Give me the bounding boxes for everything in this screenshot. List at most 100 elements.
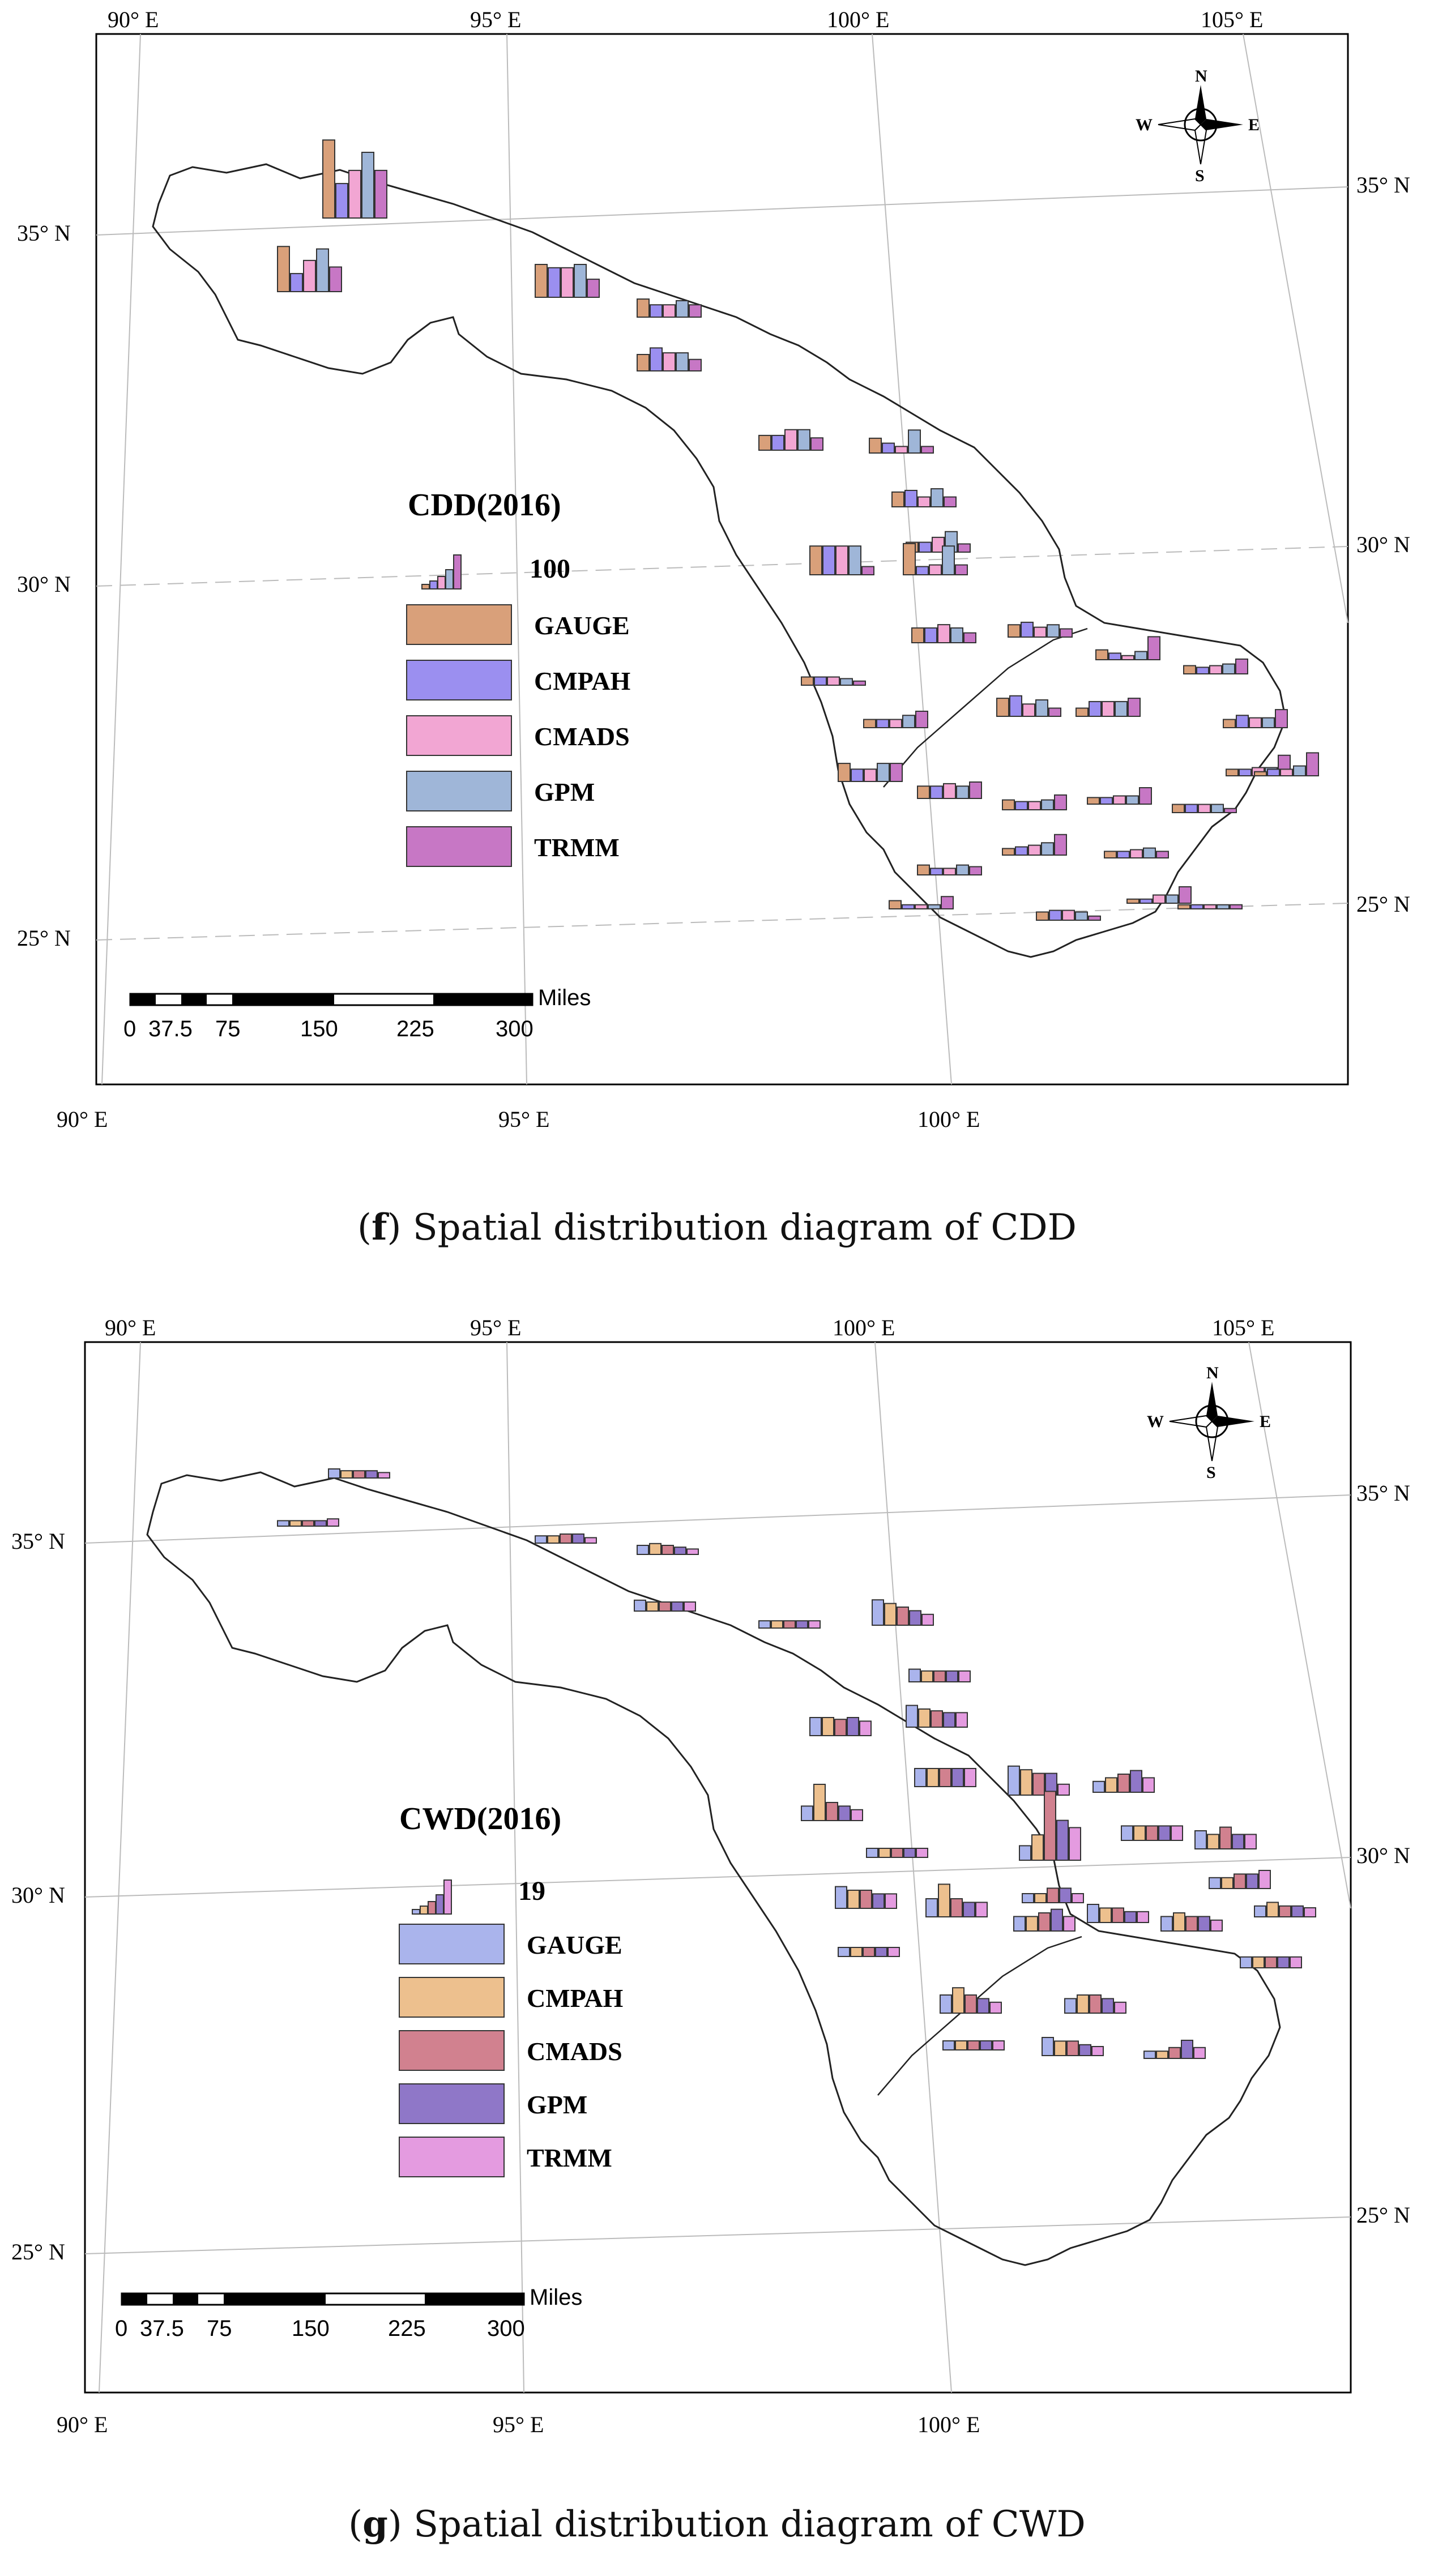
legend-label-gpm: GPM <box>527 2090 587 2119</box>
legend-items: GAUGE CMPAH CMADS GPM TRMM <box>399 1924 624 2177</box>
compass-rose: N S E W <box>1147 1364 1271 1482</box>
cdd-bar-cmads <box>784 429 797 451</box>
station-bars <box>277 139 1319 921</box>
cwd-bar-gpm <box>946 1670 958 1682</box>
cwd-bar-gpm <box>872 1893 885 1909</box>
cwd-bar-gpm <box>1124 1911 1137 1924</box>
cdd-bar-gauge <box>637 298 650 318</box>
cdd-bar-cmpah <box>924 627 937 644</box>
cwd-bar-cmads <box>1185 1916 1198 1932</box>
bottom-lon-label: 100° E <box>917 2412 980 2437</box>
cwd-bar-cmads <box>967 2040 980 2050</box>
cdd-bar-trmm <box>329 266 342 292</box>
cwd-bar-cmpah <box>1031 1834 1044 1861</box>
cdd-bar-cmads <box>889 719 902 728</box>
cwd-station-16 <box>866 1848 928 1858</box>
legend-reference-bar <box>436 1894 444 1915</box>
cwd-bar-cmads <box>933 1670 946 1682</box>
cdd-bar-gpm <box>574 264 587 298</box>
cwd-station-15 <box>1019 1791 1081 1861</box>
cdd-bar-gauge <box>1172 804 1185 813</box>
compass-needle <box>1206 1382 1218 1421</box>
legend-swatch-gauge <box>406 604 512 645</box>
cwd-station-21 <box>925 1883 988 1918</box>
legend-label-gauge: GAUGE <box>527 1930 622 1959</box>
legend-label-cmpah: CMPAH <box>534 667 631 695</box>
cwd-bar-cmpah <box>847 1890 860 1909</box>
cwd-bar-gauge <box>535 1535 547 1544</box>
cdd-bar-cmpah <box>902 904 915 909</box>
scale-bar-segment <box>181 994 207 1005</box>
cdd-bar-trmm <box>853 680 866 686</box>
cdd-bar-cmpah <box>904 490 917 507</box>
cdd-bar-trmm <box>955 564 968 575</box>
cdd-bar-cmpah <box>916 566 929 575</box>
cdd-bar-gauge <box>1223 719 1236 728</box>
bottom-lon-label: 95° E <box>498 1107 549 1132</box>
legend: CWD(2016) 19 GAUGE CMPAH CMADS GPM TRMM <box>399 1801 624 2177</box>
cwd-bar-gauge <box>637 1545 649 1555</box>
top-lon-label: 105° E <box>1212 1315 1274 1340</box>
cwd-station-10 <box>906 1704 968 1728</box>
cwd-station-17 <box>1022 1887 1084 1904</box>
legend-label-cmads: CMADS <box>527 2037 622 2066</box>
scale-tick: 225 <box>388 2316 426 2341</box>
cdd-bar-trmm <box>1128 698 1141 717</box>
bottom-lon-label: 95° E <box>493 2412 544 2437</box>
cwd-station-33 <box>838 1947 900 1957</box>
legend-swatch-cmads <box>399 2030 505 2071</box>
cwd-bar-trmm <box>955 1712 968 1728</box>
cdd-bar-gauge <box>1254 771 1267 776</box>
compass-needle <box>1194 123 1207 165</box>
top-lon-label: 100° E <box>827 7 889 32</box>
compass-needle <box>1205 1420 1219 1462</box>
cwd-bar-trmm <box>1114 2001 1126 2014</box>
cwd-bar-cmpah <box>649 1543 661 1555</box>
cdd-station-3 <box>535 264 600 298</box>
cwd-bar-gpm <box>838 1805 851 1822</box>
cwd-station-25 <box>1254 1902 1316 1918</box>
cwd-bar-gpm <box>943 1712 955 1728</box>
cwd-bar-gauge <box>1019 1845 1031 1861</box>
cdd-station-34 <box>889 896 954 909</box>
cdd-bar-cmads <box>1121 655 1134 660</box>
cwd-bar-trmm <box>964 1768 976 1787</box>
cwd-bar-trmm <box>1193 2047 1206 2060</box>
cdd-station-13 <box>1008 621 1073 638</box>
cdd-bar-trmm <box>1179 886 1192 904</box>
cwd-bar-cmads <box>659 1601 671 1612</box>
cdd-bar-cmads <box>864 768 877 782</box>
compass-rose: N S E W <box>1136 67 1260 185</box>
cdd-bar-cmads <box>1113 795 1126 805</box>
cwd-bar-cmpah <box>918 1708 931 1728</box>
cwd-bar-cmpah <box>1252 1956 1265 1969</box>
cdd-bar-trmm <box>963 632 976 643</box>
cdd-bar-trmm <box>890 763 903 782</box>
legend-reference-bars <box>421 554 462 589</box>
cdd-bar-cmpah <box>1196 667 1209 675</box>
legend-reference-bars <box>412 1879 452 1915</box>
scale-tick: 75 <box>215 1016 241 1041</box>
cdd-bar-cmpah <box>1089 700 1102 717</box>
cdd-bar-trmm <box>941 896 954 909</box>
cwd-bar-cmpah <box>1026 1916 1038 1932</box>
cwd-bar-trmm <box>1244 1834 1257 1850</box>
graticule-line <box>96 186 1348 236</box>
scale-bar-segment <box>433 994 532 1005</box>
cwd-station-18 <box>1121 1825 1183 1842</box>
cwd-bar-cmads <box>783 1620 796 1629</box>
cdd-bar-gauge <box>322 139 335 219</box>
cdd-bar-cmpah <box>1239 768 1252 777</box>
cdd-bar-cmads <box>1022 703 1035 717</box>
cwd-station-22 <box>1013 1908 1076 1932</box>
legend-swatch-trmm <box>406 826 512 867</box>
legend-reference-bar <box>437 576 446 589</box>
cdd-station-26 <box>1254 752 1319 777</box>
cwd-bar-cmads <box>1044 1791 1056 1861</box>
cwd-bar-gauge <box>1008 1765 1020 1796</box>
compass-needle <box>1169 1415 1213 1428</box>
cdd-bar-cmads <box>663 352 676 371</box>
cwd-bar-cmads <box>302 1520 314 1527</box>
cwd-station-6 <box>758 1620 821 1629</box>
cdd-bar-gpm <box>877 763 890 782</box>
